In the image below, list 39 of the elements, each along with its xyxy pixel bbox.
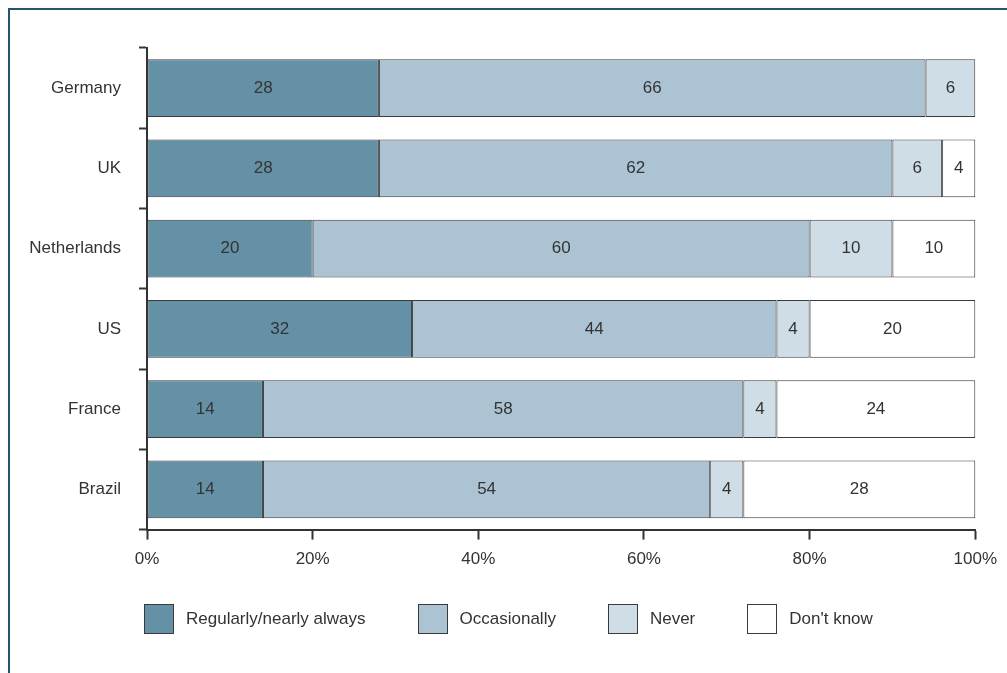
- y-tick-label: Brazil: [78, 479, 121, 499]
- data-label: 54: [477, 479, 497, 499]
- y-tick-label: US: [97, 318, 121, 338]
- x-tick-label: 100%: [953, 549, 997, 569]
- data-label: 60: [551, 238, 571, 258]
- data-label: 62: [626, 158, 646, 178]
- data-label: 4: [755, 398, 765, 418]
- legend-label: Don't know: [789, 608, 873, 629]
- data-label: 20: [220, 238, 240, 258]
- data-label: 4: [722, 479, 732, 499]
- x-tick-label: 60%: [626, 549, 661, 569]
- data-label: 20: [882, 318, 902, 338]
- x-tick-label: 20%: [295, 549, 330, 569]
- data-label: 28: [253, 158, 273, 178]
- data-label: 66: [642, 77, 662, 97]
- data-label: 4: [953, 158, 964, 178]
- data-label: 6: [945, 77, 956, 97]
- x-tick-label: 40%: [461, 549, 496, 569]
- data-label: 24: [866, 398, 886, 418]
- y-tick-label: Netherlands: [29, 238, 121, 258]
- x-tick-label: 0%: [134, 549, 160, 569]
- legend-label: Regularly/nearly always: [186, 608, 366, 629]
- legend-label: Never: [649, 608, 696, 629]
- y-tick-label: UK: [97, 158, 122, 178]
- data-label: 6: [912, 158, 923, 178]
- data-label: 58: [493, 398, 513, 418]
- y-tick-label: Germany: [51, 77, 122, 97]
- y-tick-label: France: [68, 398, 121, 418]
- data-label: 28: [253, 77, 273, 97]
- data-label: 14: [195, 479, 215, 499]
- data-label: 10: [924, 238, 944, 258]
- legend-label: Occasionally: [459, 608, 556, 629]
- data-label: 14: [195, 398, 215, 418]
- data-label: 28: [849, 479, 869, 499]
- data-label: 10: [841, 238, 861, 258]
- data-label: 44: [584, 318, 604, 338]
- data-label: 4: [788, 318, 798, 338]
- x-tick-label: 80%: [792, 549, 827, 569]
- data-label: 32: [270, 318, 290, 338]
